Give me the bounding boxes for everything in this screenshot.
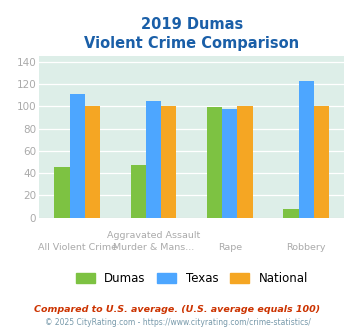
- Text: Compared to U.S. average. (U.S. average equals 100): Compared to U.S. average. (U.S. average …: [34, 305, 321, 314]
- Bar: [146, 101, 161, 218]
- Bar: [85, 106, 100, 218]
- Legend: Dumas, Texas, National: Dumas, Texas, National: [71, 267, 312, 290]
- Text: Aggravated Assault: Aggravated Assault: [107, 231, 200, 240]
- Bar: [131, 165, 146, 218]
- Bar: [299, 81, 314, 218]
- Text: All Violent Crime: All Violent Crime: [38, 243, 117, 252]
- Bar: [70, 94, 85, 218]
- Bar: [222, 109, 237, 218]
- Title: 2019 Dumas
Violent Crime Comparison: 2019 Dumas Violent Crime Comparison: [84, 17, 299, 51]
- Text: Murder & Mans...: Murder & Mans...: [113, 243, 194, 252]
- Bar: [207, 107, 222, 218]
- Text: Robbery: Robbery: [286, 243, 326, 252]
- Text: © 2025 CityRating.com - https://www.cityrating.com/crime-statistics/: © 2025 CityRating.com - https://www.city…: [45, 318, 310, 327]
- Bar: [54, 167, 70, 218]
- Bar: [314, 106, 329, 218]
- Text: Rape: Rape: [218, 243, 242, 252]
- Bar: [161, 106, 176, 218]
- Bar: [283, 209, 299, 218]
- Bar: [237, 106, 253, 218]
